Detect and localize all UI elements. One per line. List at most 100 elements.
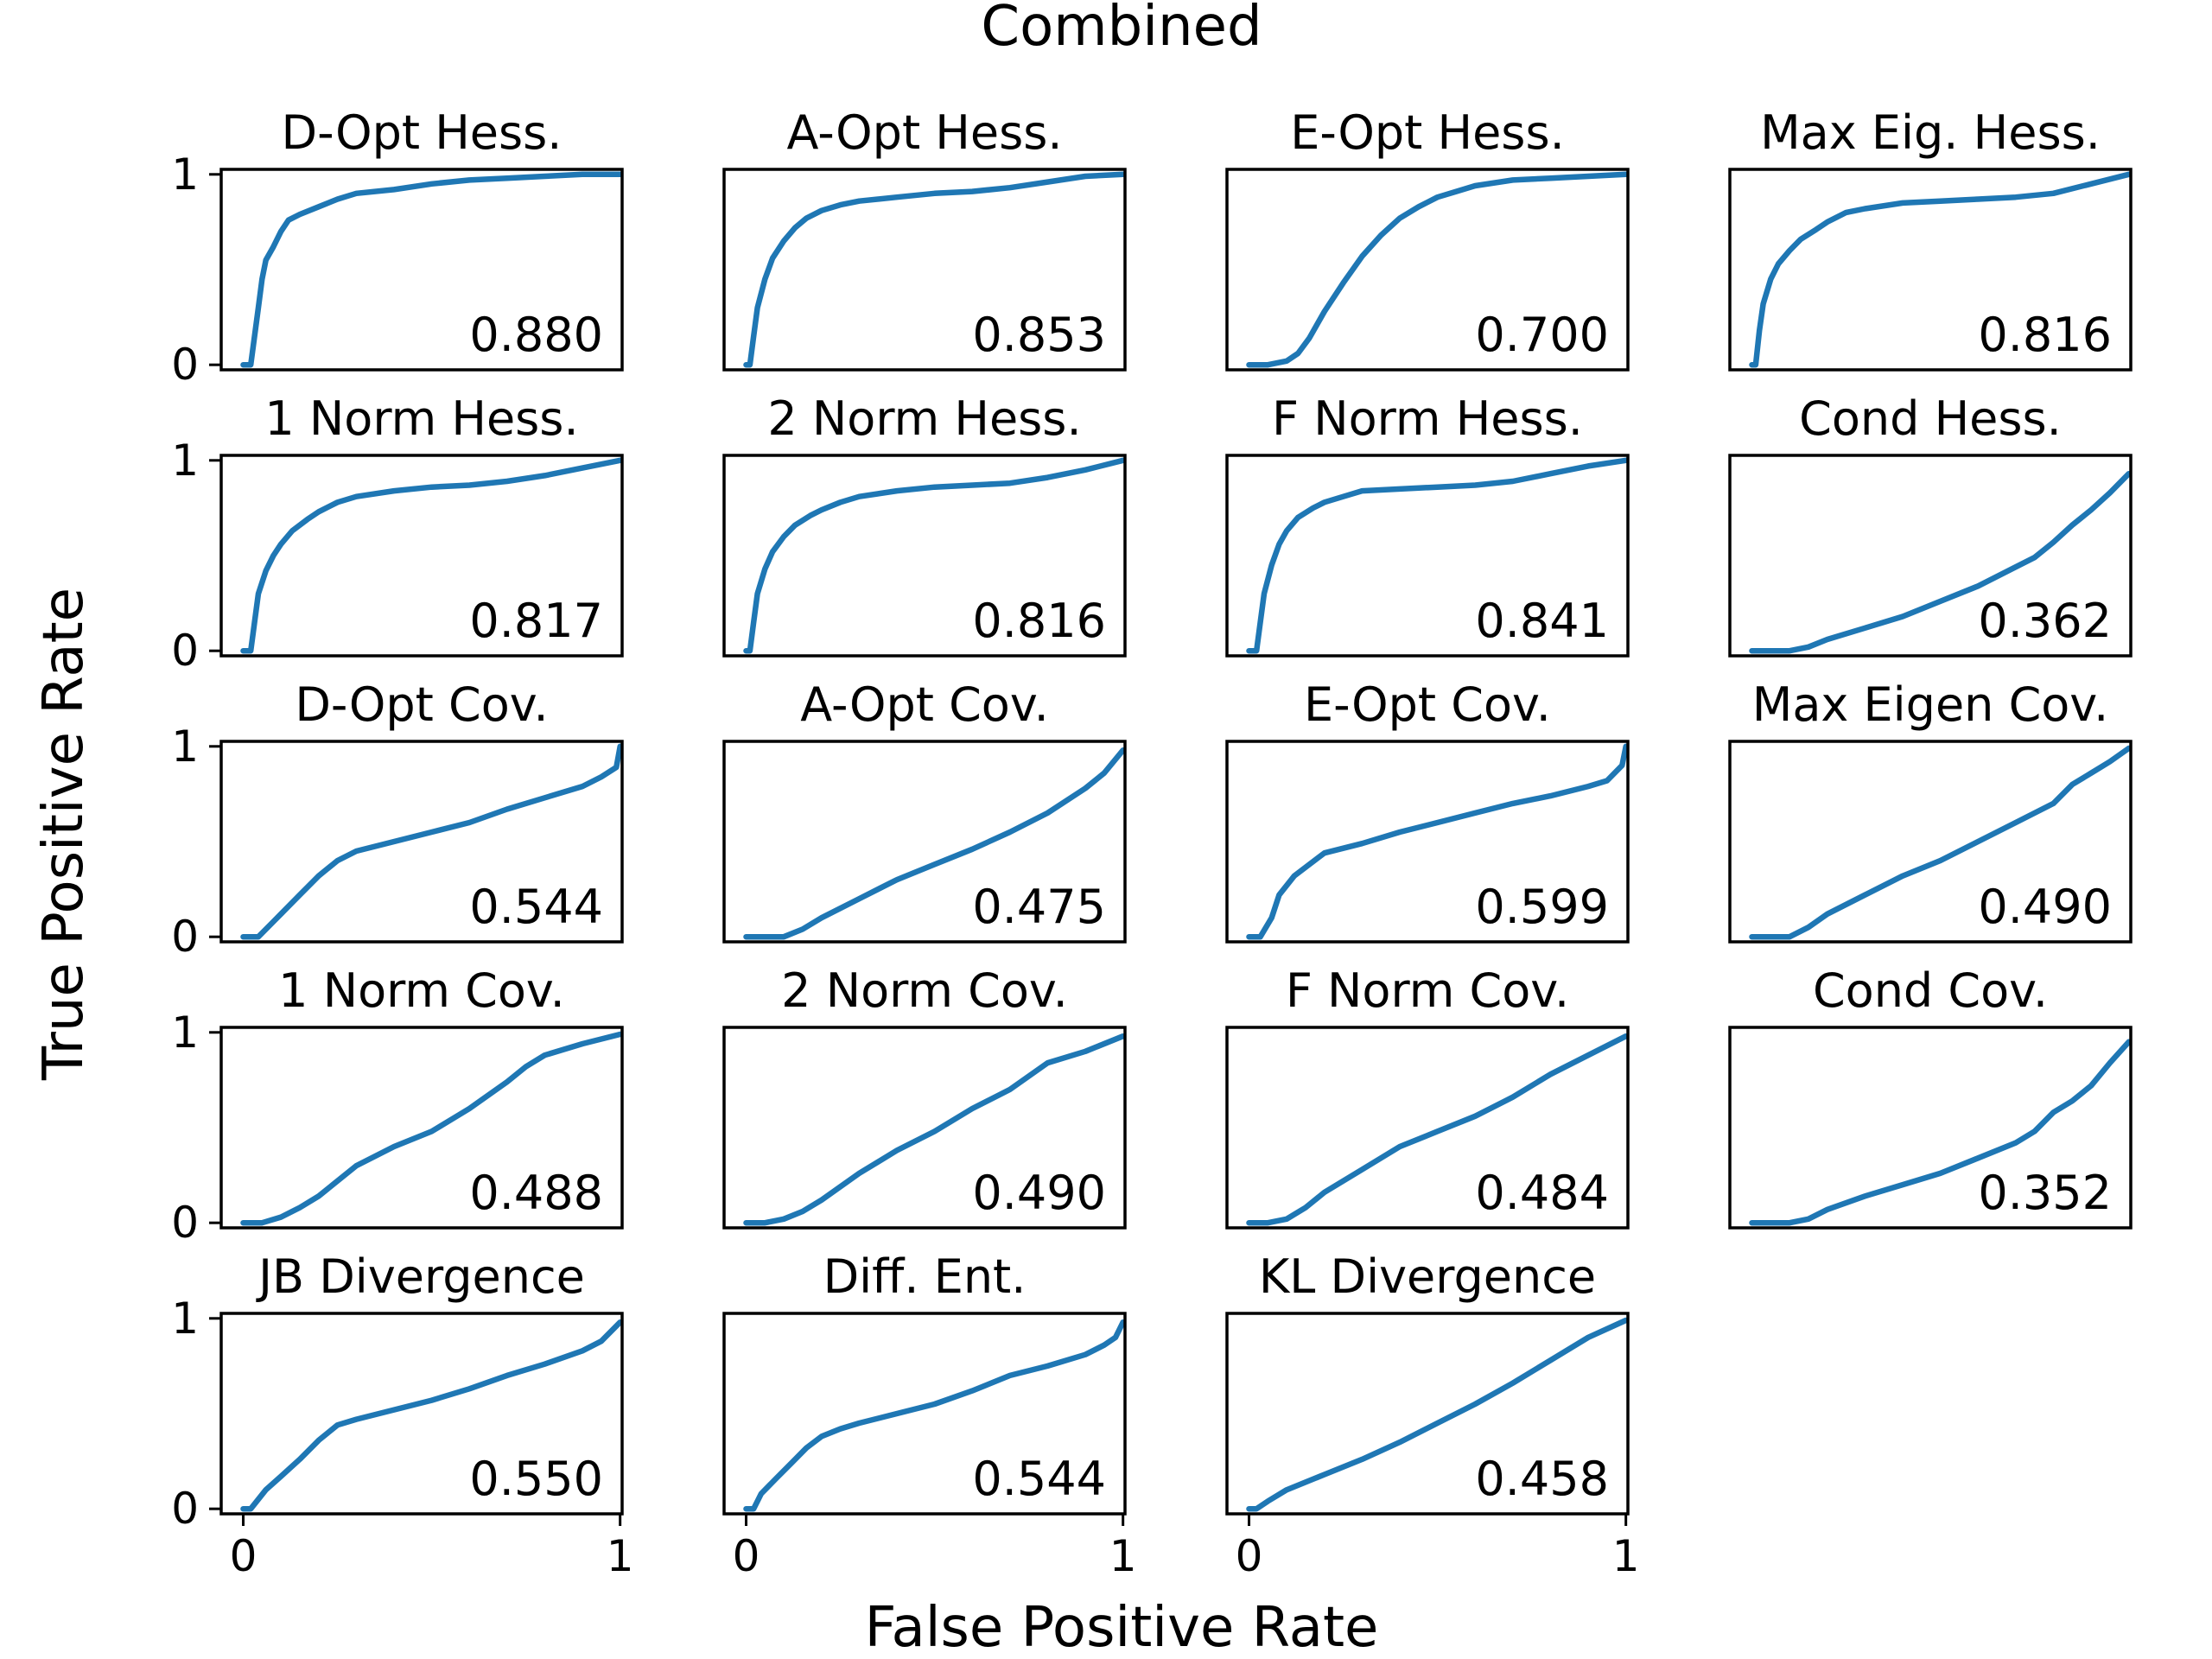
plot-frame xyxy=(1728,454,2133,658)
y-tick-label: 0 xyxy=(171,912,199,962)
roc-curve xyxy=(743,171,1126,368)
panel-title: 2 Norm Cov. xyxy=(781,963,1068,1018)
roc-panel: F Norm Hess. 0.841 xyxy=(1225,391,1630,658)
panel-title: A-Opt Cov. xyxy=(800,677,1049,732)
roc-curve xyxy=(743,747,1126,940)
roc-panel: Max Eig. Hess. 0.816 xyxy=(1728,105,2133,372)
auc-value: 0.458 xyxy=(1475,1452,1609,1506)
x-tick-label: 1 xyxy=(1612,1531,1640,1581)
x-tick-label: 0 xyxy=(733,1531,760,1581)
figure-title: Combined xyxy=(981,0,1262,59)
roc-curve xyxy=(1749,745,2132,940)
plot-frame xyxy=(1225,740,1630,944)
plot-frame xyxy=(722,168,1127,372)
roc-curve xyxy=(240,1031,623,1226)
plot-frame xyxy=(1728,1026,2133,1230)
roc-curve xyxy=(743,457,1126,654)
roc-curve xyxy=(743,1033,1126,1226)
auc-value: 0.841 xyxy=(1475,594,1609,648)
auc-value: 0.880 xyxy=(469,308,603,362)
auc-value: 0.475 xyxy=(972,880,1106,934)
roc-curve xyxy=(1246,171,1629,368)
x-axis-label: False Positive Rate xyxy=(865,1596,1379,1659)
auc-value: 0.550 xyxy=(469,1452,603,1506)
panel-title: F Norm Cov. xyxy=(1286,963,1569,1018)
panel-title: E-Opt Cov. xyxy=(1304,677,1551,732)
roc-curve xyxy=(1246,1317,1629,1512)
roc-curve xyxy=(1749,171,2132,368)
roc-curve xyxy=(240,743,623,940)
y-tick-label: 1 xyxy=(171,149,199,200)
roc-curve xyxy=(1749,470,2132,654)
roc-panel: D-Opt Cov. 1 0 0.544 xyxy=(171,677,624,962)
panel-grid: D-Opt Hess. 1 0 0.880 A-Opt Hess. 0.853 E-Opt … xyxy=(171,105,2133,1581)
plot-frame xyxy=(219,1026,624,1230)
roc-curve xyxy=(240,457,623,654)
plot-frame xyxy=(1225,1312,1630,1516)
auc-value: 0.816 xyxy=(1978,308,2112,362)
panel-title: 1 Norm Hess. xyxy=(264,391,578,446)
auc-value: 0.490 xyxy=(972,1166,1106,1220)
panel-title: D-Opt Cov. xyxy=(295,677,548,732)
panel-title: KL Divergence xyxy=(1259,1249,1596,1304)
auc-value: 0.544 xyxy=(469,880,603,934)
auc-value: 0.488 xyxy=(469,1166,603,1220)
y-tick-label: 1 xyxy=(171,1007,199,1058)
plot-frame xyxy=(1728,168,2133,372)
panel-title: D-Opt Hess. xyxy=(282,105,563,160)
roc-panel: A-Opt Hess. 0.853 xyxy=(722,105,1127,372)
auc-value: 0.490 xyxy=(1978,880,2112,934)
roc-curve xyxy=(240,171,623,368)
panel-title: 2 Norm Hess. xyxy=(767,391,1081,446)
roc-curve xyxy=(1246,457,1629,654)
panel-title: Cond Hess. xyxy=(1799,391,2062,446)
x-tick-label: 0 xyxy=(230,1531,257,1581)
plot-frame xyxy=(722,1026,1127,1230)
plot-frame xyxy=(219,740,624,944)
auc-value: 0.816 xyxy=(972,594,1106,648)
y-axis-label: True Positive Rate xyxy=(32,588,96,1081)
roc-panel: 2 Norm Cov. 0.490 xyxy=(722,963,1127,1230)
auc-value: 0.352 xyxy=(1978,1166,2112,1220)
panel-title: JB Divergence xyxy=(256,1249,585,1304)
roc-curve xyxy=(240,1319,623,1512)
plot-frame xyxy=(219,1312,624,1516)
panel-title: 1 Norm Cov. xyxy=(278,963,565,1018)
roc-panel: Diff. Ent. 0 10.544 xyxy=(722,1249,1137,1581)
roc-curve xyxy=(1246,743,1629,940)
auc-value: 0.853 xyxy=(972,308,1106,362)
plot-frame xyxy=(219,168,624,372)
plot-frame xyxy=(722,454,1127,658)
auc-value: 0.362 xyxy=(1978,594,2112,648)
roc-panel: F Norm Cov. 0.484 xyxy=(1225,963,1630,1230)
auc-value: 0.700 xyxy=(1475,308,1609,362)
roc-panel: Max Eigen Cov. 0.490 xyxy=(1728,677,2133,944)
panel-title: E-Opt Hess. xyxy=(1290,105,1565,160)
roc-panel: E-Opt Hess. 0.700 xyxy=(1225,105,1630,372)
y-tick-label: 0 xyxy=(171,340,199,390)
panel-title: Max Eig. Hess. xyxy=(1760,105,2101,160)
plot-frame xyxy=(722,740,1127,944)
roc-panel: 2 Norm Hess. 0.816 xyxy=(722,391,1127,658)
panel-title: A-Opt Hess. xyxy=(786,105,1062,160)
panel-title: Diff. Ent. xyxy=(823,1249,1027,1304)
plot-frame xyxy=(219,454,624,658)
plot-frame xyxy=(1225,454,1630,658)
auc-value: 0.544 xyxy=(972,1452,1106,1506)
auc-value: 0.817 xyxy=(469,594,603,648)
plot-frame xyxy=(1225,1026,1630,1230)
x-tick-label: 0 xyxy=(1236,1531,1263,1581)
roc-panel: 1 Norm Cov. 1 0 0.488 xyxy=(171,963,624,1248)
y-tick-label: 0 xyxy=(171,1484,199,1534)
y-tick-label: 1 xyxy=(171,435,199,486)
y-tick-label: 0 xyxy=(171,626,199,676)
plot-frame xyxy=(1728,740,2133,944)
roc-panel: E-Opt Cov. 0.599 xyxy=(1225,677,1630,944)
panel-title: Cond Cov. xyxy=(1813,963,2048,1018)
roc-curve xyxy=(1749,1039,2132,1226)
roc-curve xyxy=(743,1319,1126,1512)
roc-panel: 1 Norm Hess. 1 0 0.817 xyxy=(171,391,624,676)
panel-title: Max Eigen Cov. xyxy=(1752,677,2109,732)
